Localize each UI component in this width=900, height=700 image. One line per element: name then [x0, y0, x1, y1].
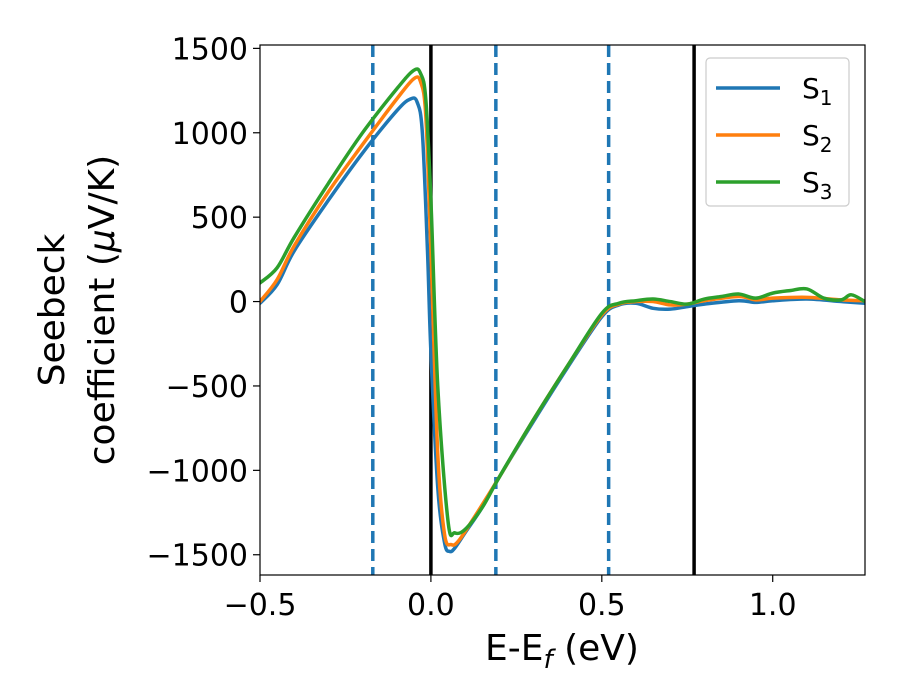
x-tick-label: 0.5 [578, 588, 626, 623]
y-tick-label: 500 [191, 201, 248, 236]
y-tick-label: −500 [166, 370, 248, 405]
x-tick-label: 0.0 [407, 588, 455, 623]
x-axis: −0.5 0.0 0.5 1.0 [224, 575, 797, 623]
legend-label-s2: S2 [802, 119, 833, 157]
legend-label-s1: S1 [802, 72, 833, 110]
series-lines [260, 67, 865, 554]
x-tick-label: −0.5 [224, 588, 297, 623]
y-tick-label: −1500 [147, 539, 248, 574]
legend-label-s3: S3 [802, 166, 833, 204]
y-tick-label: 1000 [172, 117, 248, 152]
plot-frame [259, 44, 866, 576]
y-tick-label: 0 [229, 286, 248, 321]
legend-box [705, 57, 850, 207]
y-axis-label-line2: coefficient (μV/K) [82, 155, 123, 465]
legend: S1 S2 S3 [705, 57, 850, 207]
x-axis-label: E-Ef (eV) [485, 628, 639, 675]
x-tick-label: 1.0 [749, 588, 797, 623]
y-tick-label: −1000 [147, 454, 248, 489]
y-axis-label-line1: Seebeck [32, 233, 73, 386]
y-tick-label: 1500 [172, 32, 248, 67]
series-line-s3 [260, 67, 865, 538]
y-axis: −1500 −1000 −500 0 500 1000 1500 [147, 32, 260, 574]
